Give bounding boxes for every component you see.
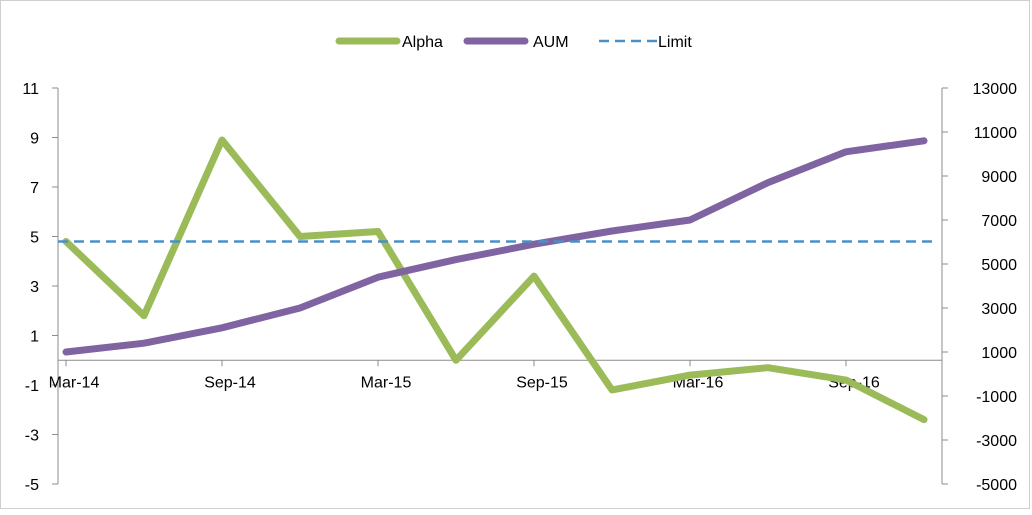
left-tick-label: 11: [22, 81, 39, 98]
series-layer: [58, 136, 932, 424]
left-tick-label: 7: [30, 180, 39, 197]
right-tick-label: -1000: [976, 389, 1017, 406]
right-tick-label: 13000: [973, 81, 1018, 98]
right-tick-label: 7000: [981, 213, 1017, 230]
left-tick-label: -3: [25, 428, 39, 445]
x-tick-label: Sep-15: [516, 374, 568, 391]
right-tick-label: 11000: [974, 125, 1017, 142]
legend-label-aum: AUM: [533, 34, 569, 51]
series-line-alpha: [62, 136, 928, 424]
right-tick-label: -5000: [976, 477, 1017, 494]
right-tick-label: 5000: [981, 257, 1017, 274]
left-tick-label: 1: [30, 329, 39, 346]
right-tick-label: 3000: [981, 301, 1017, 318]
x-tick-label: Sep-14: [204, 374, 256, 391]
legend: Alpha AUM Limit: [335, 34, 692, 51]
left-tick-label: -1: [25, 378, 39, 395]
right-tick-label: 9000: [981, 169, 1017, 186]
axis-layer: 11 9 7 5 3 1 -1 -3 -5 13000 11000 9000 7000 5000 3000 1…: [22, 81, 1017, 494]
legend-label-alpha: Alpha: [402, 34, 443, 51]
right-tick-label: -3000: [976, 433, 1017, 450]
x-tick-label: Mar-15: [361, 374, 412, 391]
series-line-aum: [62, 137, 928, 356]
right-tick-label: 1000: [981, 345, 1017, 362]
left-tick-label: 9: [30, 131, 39, 148]
left-tick-label: -5: [25, 477, 39, 494]
legend-label-limit: Limit: [658, 34, 692, 51]
left-tick-label: 5: [30, 230, 39, 247]
x-tick-label: Mar-14: [49, 374, 100, 391]
left-tick-label: 3: [30, 279, 39, 296]
